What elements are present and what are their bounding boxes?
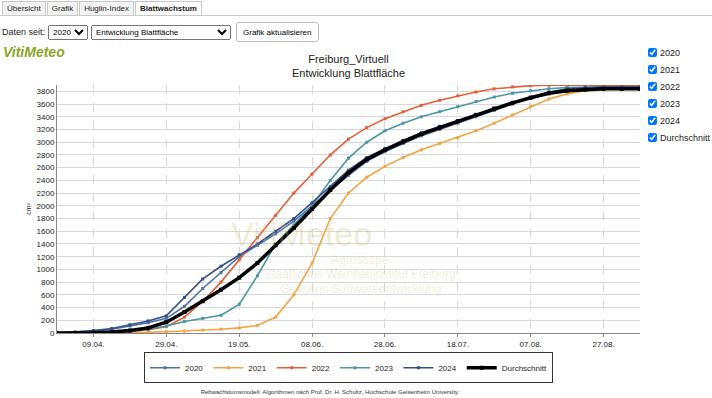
html-text:Rebwachstumsmodell: Algorithme: Rebwachstumsmodell: Algorithmen nach Pro…: [200, 389, 460, 395]
svg-text:1200: 1200: [37, 252, 55, 261]
svg-text:3800: 3800: [37, 87, 55, 96]
svg-text:2023: 2023: [375, 364, 393, 373]
svg-text:cm²: cm²: [25, 203, 32, 215]
html-text:2024: 2024: [660, 115, 680, 126]
svg-text:19.05.: 19.05.: [228, 340, 250, 349]
svg-text:0: 0: [50, 329, 55, 338]
svg-text:2021: 2021: [248, 364, 266, 373]
svg-text:07.08.: 07.08.: [520, 340, 542, 349]
html-text:Grafik: Grafik: [51, 4, 74, 13]
svg-text:VitiMeteo: VitiMeteo: [231, 215, 372, 253]
svg-text:08.06.: 08.06.: [301, 340, 323, 349]
svg-text:1000: 1000: [37, 265, 55, 274]
svg-text:3000: 3000: [37, 138, 55, 147]
svg-text:2022: 2022: [312, 364, 330, 373]
svg-text:2200: 2200: [37, 189, 55, 198]
html-text:Durchschnitt: Durchschnitt: [660, 132, 710, 143]
svg-text:Freiburg_VirtuellEntwicklung B: Freiburg_VirtuellEntwicklung Blattfläche: [292, 53, 405, 79]
svg-text:18.07.: 18.07.: [447, 340, 469, 349]
svg-text:1400: 1400: [37, 240, 55, 249]
svg-text:1600: 1600: [37, 227, 55, 236]
html-text:Grafik aktualisieren: Grafik aktualisieren: [243, 27, 312, 37]
svg-text:Durchschnitt: Durchschnitt: [502, 364, 547, 373]
svg-text:28.06.: 28.06.: [374, 340, 396, 349]
html-text:2023: 2023: [660, 98, 680, 109]
svg-text:2024: 2024: [438, 364, 456, 373]
svg-text:3400: 3400: [37, 113, 55, 122]
svg-text:Staatliches Weinbauinstitut Fr: Staatliches Weinbauinstitut Freiburg: [264, 267, 456, 281]
svg-text:27.08.: 27.08.: [592, 340, 614, 349]
svg-text:600: 600: [41, 291, 55, 300]
svg-text:200: 200: [41, 316, 55, 325]
html-text:2020: 2020: [660, 47, 680, 58]
html-text:Übersicht: Übersicht: [7, 4, 41, 13]
svg-text:Geosens Softwareentwicklung: Geosens Softwareentwicklung: [280, 282, 441, 296]
svg-text:400: 400: [41, 303, 55, 312]
svg-text:800: 800: [41, 278, 55, 287]
svg-text:2000: 2000: [37, 202, 55, 211]
svg-text:3200: 3200: [37, 125, 55, 134]
html-text:2021: 2021: [660, 64, 680, 75]
html-text:Daten seit:: Daten seit:: [2, 27, 45, 37]
svg-text:2400: 2400: [37, 176, 55, 185]
svg-text:29.04.: 29.04.: [155, 340, 177, 349]
svg-text:3600: 3600: [37, 100, 55, 109]
svg-text:1800: 1800: [37, 214, 55, 223]
html-text:Blattwachstum: Blattwachstum: [140, 4, 197, 13]
svg-text:2020: 2020: [185, 364, 203, 373]
svg-text:2800: 2800: [37, 151, 55, 160]
html-text:VitiMeteo: VitiMeteo: [3, 44, 65, 60]
html-text:Huglin-Index: Huglin-Index: [84, 4, 130, 13]
svg-text:Agroscope: Agroscope: [331, 253, 389, 267]
html-text:2022: 2022: [660, 81, 680, 92]
svg-text:09.04.: 09.04.: [82, 340, 104, 349]
svg-text:2600: 2600: [37, 163, 55, 172]
